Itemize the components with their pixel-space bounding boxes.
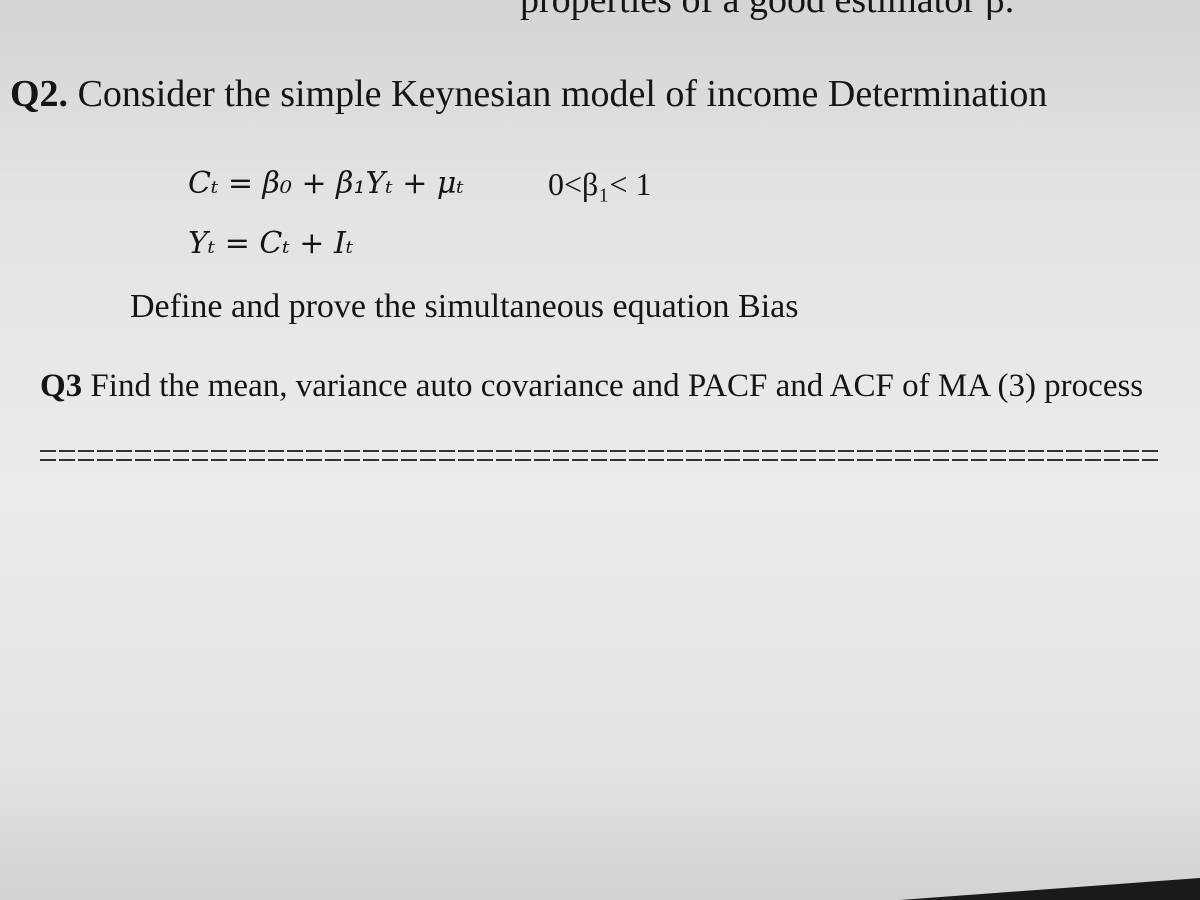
q2-text: Consider the simple Keynesian model of i… <box>77 73 1048 115</box>
q3-text: Find the mean, variance auto covariance … <box>90 368 1144 404</box>
condition: 0<β₁< 1 <box>548 166 652 202</box>
q2-label: Q2. <box>10 73 69 115</box>
equation: Cₜ = β₀ + β₁Yₜ + μₜ <box>188 166 464 201</box>
q2-line: Q2. Consider the simple Keynesian model … <box>10 72 1047 116</box>
q3-label: Q3 <box>40 368 83 404</box>
q3-line: Q3 Find the mean, variance auto covarian… <box>40 368 1143 405</box>
equation: Yₜ = Cₜ + Iₜ <box>188 226 354 261</box>
photo-edge <box>900 878 1200 900</box>
q2-task: Define and prove the simultaneous equati… <box>130 288 799 325</box>
cut-header: properties of a good estimator β̂. <box>520 0 1015 21</box>
